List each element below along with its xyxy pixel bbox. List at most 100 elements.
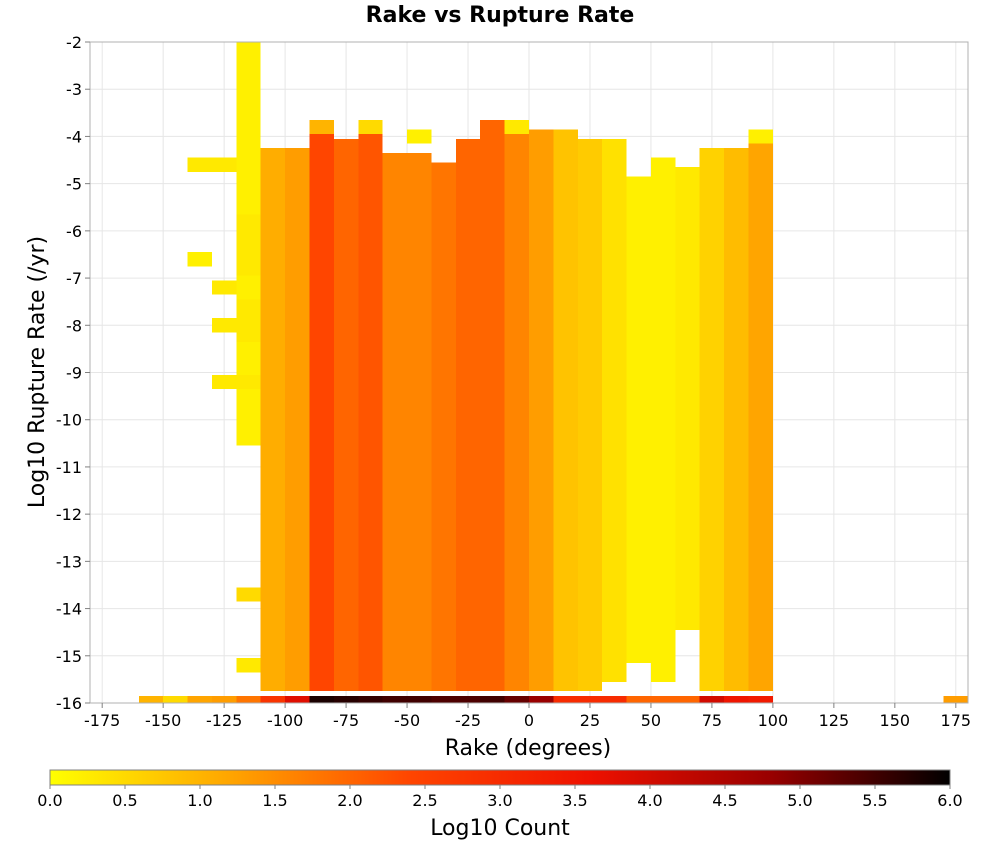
- colorbar-tick-label: 1.5: [262, 791, 287, 810]
- heatmap-cell: [236, 374, 261, 390]
- colorbar-tick-label: 0.0: [37, 791, 62, 810]
- y-tick-label: -14: [56, 600, 82, 619]
- x-tick-label: 0: [524, 711, 534, 730]
- heatmap-cell: [211, 318, 237, 333]
- heatmap-cell: [748, 138, 773, 692]
- x-tick-label: -125: [206, 711, 242, 730]
- colorbar-tick-label: 4.5: [712, 791, 737, 810]
- heatmap-cell: [626, 695, 651, 703]
- y-tick-label: -12: [56, 505, 82, 524]
- y-tick-label: -16: [56, 694, 82, 713]
- colorbar-tick-label: 3.5: [562, 791, 587, 810]
- heatmap-cell: [187, 252, 212, 267]
- colorbar-label: Log10 Count: [430, 816, 570, 841]
- colorbar-tick-label: 0.5: [112, 791, 137, 810]
- heatmap-cell: [236, 214, 261, 276]
- y-tick-label: -10: [56, 411, 82, 430]
- heatmap-cell: [285, 148, 310, 692]
- heatmap-cell: [358, 129, 383, 692]
- x-axis-label: Rake (degrees): [445, 736, 612, 761]
- heatmap-cell: [626, 176, 651, 663]
- heatmap-cell: [407, 129, 432, 144]
- heatmap-cell: [650, 157, 676, 682]
- heatmap-cell: [675, 167, 700, 630]
- x-tick-label: -50: [394, 711, 420, 730]
- y-tick-label: -3: [66, 80, 82, 99]
- heatmap-cell: [211, 374, 237, 390]
- heatmap-cell: [211, 157, 237, 172]
- y-tick-label: -4: [66, 127, 82, 146]
- y-axis-label: Log10 Rupture Rate (/yr): [25, 236, 50, 508]
- heatmap-cell: [699, 148, 725, 692]
- x-tick-label: 50: [641, 711, 661, 730]
- y-tick-label: -8: [66, 316, 82, 335]
- heatmap-cell: [187, 157, 212, 172]
- heatmap-cell: [748, 129, 773, 144]
- x-tick-label: -25: [455, 711, 481, 730]
- heatmap-cell: [504, 119, 529, 135]
- colorbar-tick-label: 2.0: [337, 791, 362, 810]
- x-tick-label: -100: [267, 711, 303, 730]
- heatmap-cell: [602, 695, 627, 703]
- y-tick-label: -7: [66, 269, 82, 288]
- heatmap-cell: [577, 138, 603, 692]
- heatmap-cell: [211, 280, 237, 295]
- y-tick-label: -6: [66, 222, 82, 241]
- x-tick-label: -150: [145, 711, 181, 730]
- heatmap-cell: [480, 695, 505, 703]
- heatmap-cell: [138, 695, 164, 703]
- heatmap-cell: [285, 695, 310, 703]
- heatmap-cell: [480, 119, 505, 692]
- chart-title: Rake vs Rupture Rate: [366, 3, 635, 28]
- heatmap-cell: [553, 695, 578, 703]
- heatmap-cell: [382, 152, 408, 692]
- heatmap-cell: [211, 695, 237, 703]
- x-axis-ticks: -175 -150 -125 -100 -75 -50 -25 0 25 50 75 100 125 15…: [84, 703, 971, 730]
- colorbar-tick-label: 5.5: [862, 791, 887, 810]
- heatmap-cell: [236, 695, 261, 703]
- colorbar-ticks: 0.0 0.5 1.0 1.5 2.0 2.5 3.0 3.5 4.0 4.5 5.0 5.5 6.0: [37, 785, 963, 810]
- heatmap-cell: [309, 119, 334, 135]
- heatmap-cell: [699, 695, 725, 703]
- heatmap-cell: [455, 138, 481, 692]
- heatmap-cell: [577, 695, 603, 703]
- heatmap-cells: [138, 42, 968, 703]
- heatmap-cell: [431, 695, 456, 703]
- heatmap-cell: [163, 695, 188, 703]
- heatmap-cell: [358, 119, 383, 135]
- heatmap-cell: [260, 695, 286, 703]
- heatmap-cell: [455, 695, 481, 703]
- colorbar-tick-label: 1.0: [187, 791, 212, 810]
- heatmap-cell: [529, 695, 554, 703]
- colorbar-tick-label: 6.0: [937, 791, 962, 810]
- y-tick-label: -5: [66, 175, 82, 194]
- y-tick-label: -11: [56, 458, 82, 477]
- heatmap-cell: [309, 695, 334, 703]
- heatmap-cell: [943, 695, 968, 703]
- heatmap-cell: [333, 695, 359, 703]
- y-tick-label: -13: [56, 552, 82, 571]
- heatmap-cell: [504, 129, 529, 692]
- heatmap-cell: [309, 129, 334, 692]
- heatmap-cell: [529, 129, 554, 692]
- heatmap-cell: [602, 138, 627, 682]
- heatmap-cell: [407, 152, 432, 692]
- heatmap-cell: [724, 148, 749, 692]
- colorbar-tick-label: 5.0: [787, 791, 812, 810]
- y-tick-label: -2: [66, 33, 82, 52]
- x-tick-label: 25: [580, 711, 600, 730]
- heatmap-cell: [236, 658, 261, 673]
- colorbar-tick-label: 4.0: [637, 791, 662, 810]
- x-tick-label: -175: [84, 711, 120, 730]
- colorbar-tick-label: 2.5: [412, 791, 437, 810]
- heatmap-cell: [724, 695, 749, 703]
- heatmap-cell: [431, 162, 456, 692]
- heatmap-cell: [187, 695, 212, 703]
- x-tick-label: 75: [702, 711, 722, 730]
- y-tick-label: -15: [56, 647, 82, 666]
- x-tick-label: 125: [819, 711, 850, 730]
- x-tick-label: 100: [758, 711, 789, 730]
- heatmap-cell: [333, 138, 359, 692]
- colorbar-tick-label: 3.0: [487, 791, 512, 810]
